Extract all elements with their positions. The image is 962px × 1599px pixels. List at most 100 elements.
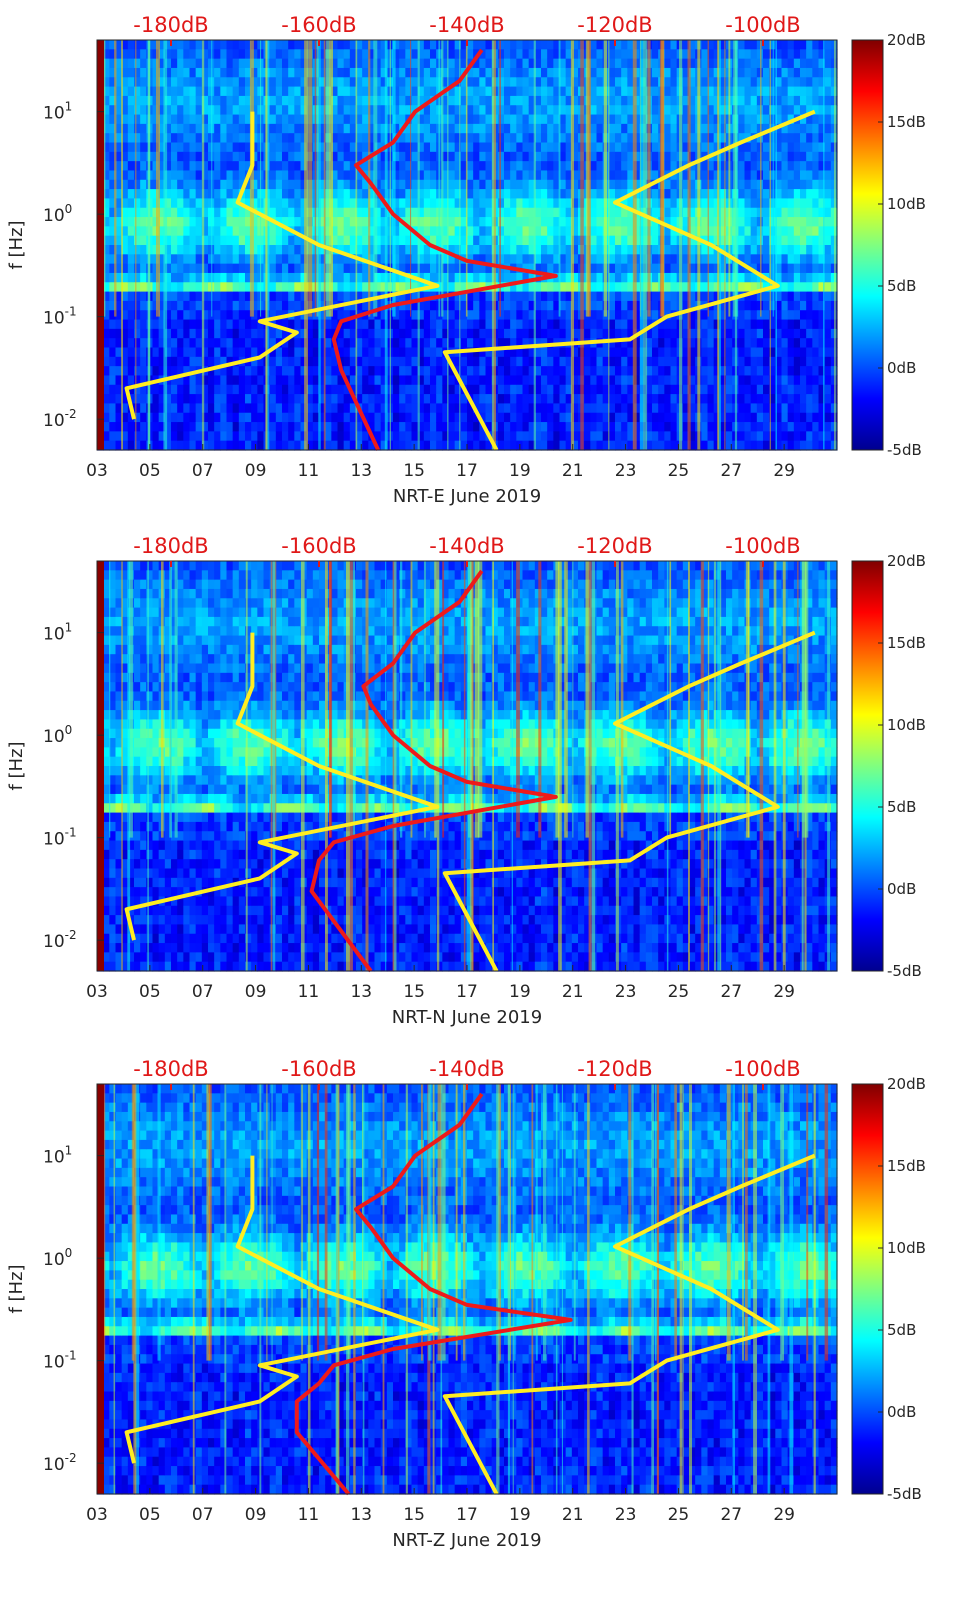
spectrogram-cell <box>590 403 598 414</box>
spectrogram-cell <box>584 319 591 330</box>
spectrogram-cell <box>152 366 160 377</box>
spectrogram-cell <box>127 161 135 172</box>
spectrogram-cell <box>738 77 746 88</box>
spectrogram-cell <box>121 300 129 311</box>
spectrogram-cell <box>713 77 721 88</box>
spectrogram-cell <box>238 263 246 274</box>
spectrogram-cell <box>775 245 783 255</box>
spectrogram-cell <box>158 366 166 377</box>
spectrogram-cell <box>423 422 431 432</box>
spectrogram-cell <box>750 198 758 209</box>
spectrogram-cell <box>516 179 524 190</box>
spectrogram-cell <box>479 431 487 442</box>
spectrogram-cell <box>349 207 357 218</box>
spectrogram-cell <box>362 198 369 209</box>
spectrogram-cell <box>763 95 770 106</box>
spectrogram-cell <box>171 394 178 405</box>
spectrogram-cell <box>541 291 548 302</box>
spectrogram-cell <box>497 300 505 311</box>
spectrogram-cell <box>460 272 468 283</box>
spectrogram-cell <box>590 235 598 246</box>
spectrogram-cell <box>615 105 622 116</box>
spectrogram-cell <box>189 412 197 423</box>
spectrogram-cell <box>300 300 308 311</box>
spectrogram-cell <box>473 86 480 97</box>
spectrogram-cell <box>399 272 406 283</box>
spectrogram-cell <box>109 384 117 395</box>
spectrogram-cell <box>214 142 221 153</box>
spectrogram-cell <box>460 431 468 442</box>
spectrogram-cell <box>115 123 123 134</box>
spectrogram-cell <box>590 189 598 200</box>
spectrogram-cell <box>195 300 203 311</box>
spectrogram-cell <box>109 114 117 125</box>
spectrogram-cell <box>368 403 376 414</box>
spectrogram-cell <box>288 58 295 69</box>
spectrogram-cell <box>707 384 715 395</box>
spectrogram-cell <box>115 403 123 414</box>
spectrogram-cell <box>430 235 437 246</box>
spectrogram-cell <box>171 179 178 190</box>
spectrogram-cell <box>652 95 659 106</box>
spectrogram-cell <box>652 105 659 116</box>
spectrogram-cell <box>294 319 302 330</box>
spectrogram-cell <box>769 366 776 377</box>
spectrogram-cell <box>226 272 234 283</box>
spectrogram-cell <box>232 338 240 349</box>
spectrogram-cell <box>775 151 783 162</box>
spectrogram-cell <box>109 142 117 153</box>
spectrogram-cell <box>553 49 561 60</box>
spectrogram-cell <box>189 151 197 162</box>
spectrogram-cell <box>195 431 203 442</box>
spectrogram-cell <box>781 235 789 246</box>
spectrogram-cell <box>275 40 283 50</box>
spectrogram-cell <box>750 440 758 451</box>
spectrogram-cell <box>238 123 246 134</box>
spectrogram-cell <box>220 170 228 181</box>
spectrogram-cell <box>528 422 536 432</box>
spectrogram-cell <box>294 431 302 442</box>
spectrogram-cell <box>553 133 561 144</box>
spectrogram-cell <box>411 58 419 69</box>
spectrogram-cell <box>164 338 172 349</box>
spectrogram-cell <box>374 422 382 432</box>
spectrogram-cell <box>349 412 357 423</box>
spectrogram-cell <box>189 114 197 125</box>
spectrogram-cell <box>627 291 635 302</box>
spectrogram-cell <box>319 347 326 358</box>
spectrogram-cell <box>627 170 635 181</box>
spectrogram-cell <box>282 282 289 293</box>
spectrogram-cell <box>325 347 332 358</box>
spectrogram-cell <box>411 207 419 218</box>
spectrogram-cell <box>460 198 468 209</box>
spectrogram-cell <box>627 272 635 283</box>
spectrogram-cell <box>158 440 166 451</box>
spectrogram-cell <box>664 207 672 218</box>
spectrogram-cell <box>140 49 147 60</box>
spectrogram-cell <box>312 123 320 134</box>
spectrogram-cell <box>763 394 770 405</box>
spectrogram-cell <box>689 254 696 265</box>
spectrogram-cell <box>300 207 308 218</box>
spectrogram-cell <box>510 151 517 162</box>
spectrogram-cell <box>275 291 283 302</box>
spectrogram-cell <box>269 40 277 50</box>
spectrogram-cell <box>325 384 332 395</box>
spectrogram-cell <box>127 300 135 311</box>
spectrogram-cell <box>374 58 382 69</box>
spectrogram-cell <box>621 95 628 106</box>
spectrogram-cell <box>337 375 345 386</box>
spectrogram-cell <box>362 300 369 311</box>
spectrogram-cell <box>115 366 123 377</box>
spectrogram-cell <box>516 431 524 442</box>
spectrogram-cell <box>251 217 258 227</box>
spectrogram-cell <box>744 328 752 339</box>
spectrogram-cell <box>793 86 801 97</box>
spectrogram-cell <box>238 272 246 283</box>
spectrogram-cell <box>479 254 487 265</box>
spectrogram-cell <box>140 366 147 377</box>
spectrogram-cell <box>337 114 345 125</box>
spectrogram-cell <box>331 151 339 162</box>
spectrogram-cell <box>189 77 197 88</box>
spectrogram-cell <box>134 310 141 321</box>
